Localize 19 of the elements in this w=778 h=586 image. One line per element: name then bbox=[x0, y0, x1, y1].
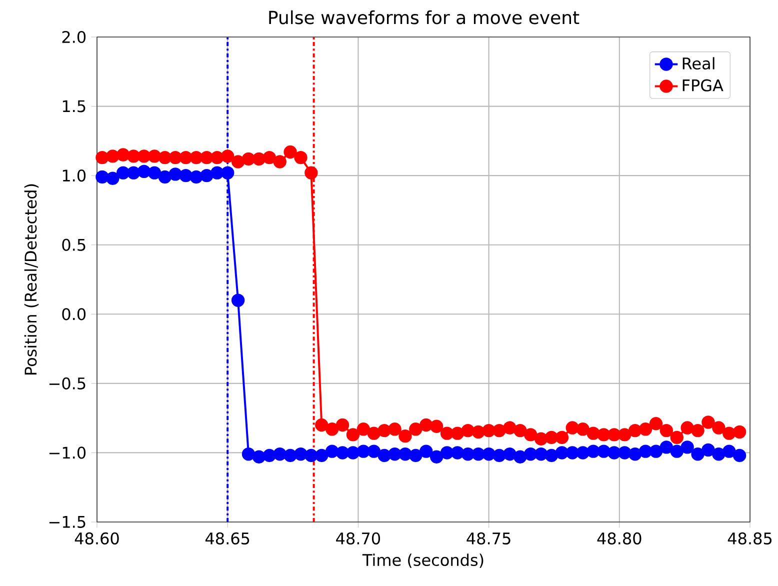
y-tick-label: 2.0 bbox=[62, 30, 86, 44]
y-axis-title: Position (Real/Detected) bbox=[24, 184, 39, 374]
y-tick-label: −1.0 bbox=[49, 446, 86, 459]
x-tick-label: 48.75 bbox=[466, 532, 510, 545]
legend-label: FPGA bbox=[682, 79, 724, 92]
y-tick-label: 1.0 bbox=[62, 170, 86, 182]
x-tick-label: 48.60 bbox=[74, 532, 119, 545]
x-axis-title: Time (seconds) bbox=[362, 554, 484, 568]
legend-label: Real bbox=[682, 57, 714, 70]
chart-title: Pulse waveforms for a move event bbox=[269, 10, 580, 24]
x-tick-label: 48.65 bbox=[205, 532, 250, 545]
y-tick-label: −0.5 bbox=[49, 377, 86, 390]
y-tick-label: 0.5 bbox=[62, 238, 86, 251]
x-tick-label: 48.70 bbox=[336, 532, 380, 545]
x-tick-label: 48.80 bbox=[597, 532, 642, 545]
y-tick-label: 0.0 bbox=[62, 308, 86, 320]
y-tick-label: 1.5 bbox=[62, 100, 86, 112]
x-tick-label: 48.85 bbox=[728, 532, 772, 545]
y-tick-label: −1.5 bbox=[49, 516, 86, 528]
